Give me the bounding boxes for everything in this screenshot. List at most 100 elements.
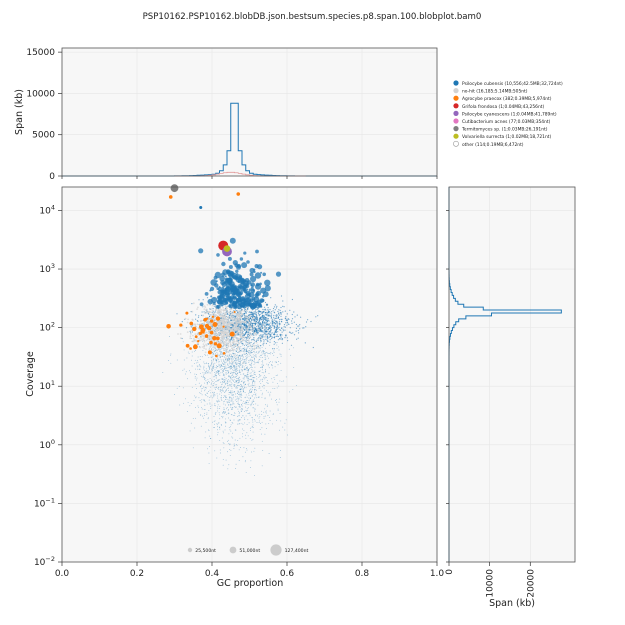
scatter-point-cubensis bbox=[217, 373, 219, 375]
scatter-point-cubensis bbox=[257, 362, 259, 364]
scatter-point-cubensis bbox=[236, 382, 238, 384]
scatter-point-cubensis bbox=[271, 361, 273, 363]
scatter-point-cubensis bbox=[225, 412, 227, 414]
scatter-point-cubensis-large bbox=[253, 268, 256, 271]
scatter-point-cubensis bbox=[253, 419, 255, 420]
scatter-point-cubensis bbox=[203, 324, 205, 326]
scatter-point-cubensis bbox=[217, 379, 219, 381]
scatter-point-cubensis bbox=[202, 386, 204, 388]
scatter-point-cubensis bbox=[200, 385, 202, 387]
scatter-point-cubensis bbox=[248, 345, 250, 347]
scatter-point-cubensis bbox=[247, 419, 249, 421]
scatter-point-cubensis bbox=[219, 354, 221, 356]
scatter-point-cubensis bbox=[223, 365, 225, 367]
scatter-point-cubensis-large bbox=[210, 279, 217, 286]
scatter-point-nohit bbox=[184, 317, 187, 320]
scatter-point-cubensis bbox=[269, 335, 271, 337]
scatter-point-cubensis bbox=[225, 372, 227, 374]
scatter-point-nohit bbox=[196, 308, 199, 310]
scatter-point-cubensis bbox=[216, 384, 218, 386]
scatter-point-cubensis bbox=[265, 370, 267, 372]
scatter-point-cubensis bbox=[213, 345, 215, 346]
scatter-point-cubensis bbox=[234, 391, 236, 393]
scatter-point-cubensis bbox=[275, 317, 277, 319]
scatter-point-cubensis bbox=[246, 374, 248, 375]
scatter-point-cubensis bbox=[208, 364, 209, 366]
scatter-point-cubensis bbox=[229, 338, 231, 340]
scatter-point-cubensis bbox=[227, 451, 228, 453]
scatter-point-cubensis bbox=[251, 324, 253, 326]
scatter-point-cubensis-large bbox=[250, 275, 257, 283]
scatter-point-cubensis bbox=[246, 424, 248, 426]
scatter-point-cubensis bbox=[235, 444, 237, 446]
scatter-point-nohit bbox=[206, 311, 209, 313]
scatter-point-cubensis bbox=[208, 399, 210, 401]
scatter-point-cubensis bbox=[243, 352, 245, 354]
scatter-point-cubensis bbox=[205, 370, 207, 372]
scatter-point-cubensis bbox=[254, 391, 256, 393]
scatter-point-cubensis bbox=[247, 373, 248, 375]
scatter-point-cubensis bbox=[232, 346, 234, 348]
scatter-point-cubensis bbox=[240, 338, 242, 340]
scatter-point-nohit bbox=[227, 319, 230, 322]
scatter-point-cubensis bbox=[287, 434, 289, 436]
scatter-point-cubensis-large bbox=[264, 285, 271, 292]
scatter-point-cubensis bbox=[240, 356, 242, 358]
scatter-point-cubensis bbox=[222, 412, 224, 414]
scatter-point-cubensis bbox=[263, 387, 265, 389]
scatter-point-cubensis-large bbox=[220, 272, 226, 277]
scatter-point-cubensis bbox=[207, 362, 209, 364]
scatter-point-cubensis bbox=[222, 345, 224, 347]
scatter-point-cubensis bbox=[205, 363, 207, 364]
scatter-point-cubensis bbox=[234, 370, 236, 372]
scatter-point-cubensis bbox=[221, 353, 223, 355]
scatter-point-cubensis bbox=[273, 377, 275, 378]
scatter-point-cubensis bbox=[236, 351, 238, 352]
scatter-point-cubensis bbox=[212, 353, 214, 355]
scatter-point-cubensis bbox=[230, 384, 232, 385]
scatter-point-cubensis bbox=[258, 386, 260, 388]
scatter-point-cubensis bbox=[221, 362, 223, 364]
scatter-point-cubensis bbox=[255, 317, 257, 319]
scatter-point-nohit bbox=[205, 339, 208, 342]
scatter-point-cubensis bbox=[234, 414, 236, 416]
scatter-point-cubensis bbox=[261, 367, 263, 369]
scatter-point-cubensis bbox=[246, 310, 248, 312]
scatter-point-cubensis bbox=[274, 378, 276, 380]
scatter-point-cubensis bbox=[255, 356, 257, 358]
scatter-point-cubensis bbox=[225, 373, 227, 375]
scatter-point-cubensis bbox=[259, 376, 261, 377]
scatter-point-cubensis bbox=[274, 388, 276, 389]
scatter-point-cubensis bbox=[267, 309, 269, 311]
scatter-point-cubensis bbox=[237, 392, 239, 394]
scatter-point-cubensis bbox=[250, 460, 252, 462]
scatter-point-nohit bbox=[249, 331, 252, 334]
scatter-point-cubensis-large bbox=[241, 262, 248, 269]
scatter-point-cubensis bbox=[230, 391, 232, 393]
size-legend-label: 25,500nt bbox=[195, 548, 216, 554]
scatter-point-cubensis bbox=[218, 363, 220, 365]
scatter-point-cubensis bbox=[262, 308, 264, 311]
scatter-point-nohit bbox=[226, 333, 228, 336]
scatter-point-cubensis bbox=[250, 312, 252, 314]
scatter-point-cubensis bbox=[204, 377, 206, 379]
scatter-point-cubensis bbox=[195, 397, 196, 399]
scatter-point-cubensis bbox=[267, 364, 269, 365]
scatter-point-cubensis bbox=[276, 322, 278, 324]
scatter-point-cubensis bbox=[220, 352, 222, 354]
scatter-point-cubensis bbox=[247, 370, 249, 372]
scatter-point-cubensis bbox=[176, 387, 178, 389]
scatter-point-cubensis bbox=[200, 388, 202, 390]
scatter-point-cubensis bbox=[183, 402, 185, 404]
scatter-point-cubensis bbox=[235, 354, 237, 356]
scatter-point-cubensis bbox=[237, 423, 239, 425]
scatter-point-nohit bbox=[223, 313, 226, 316]
scatter-point-cubensis bbox=[245, 353, 247, 354]
scatter-point-agrocybe bbox=[193, 344, 198, 349]
scatter-point-nohit bbox=[222, 332, 225, 335]
scatter-point-cubensis bbox=[244, 344, 246, 346]
scatter-point-cubensis bbox=[281, 342, 283, 344]
scatter-point-cubensis bbox=[266, 380, 268, 382]
scatter-point-cubensis bbox=[282, 328, 284, 330]
scatter-point-cubensis bbox=[262, 386, 263, 388]
